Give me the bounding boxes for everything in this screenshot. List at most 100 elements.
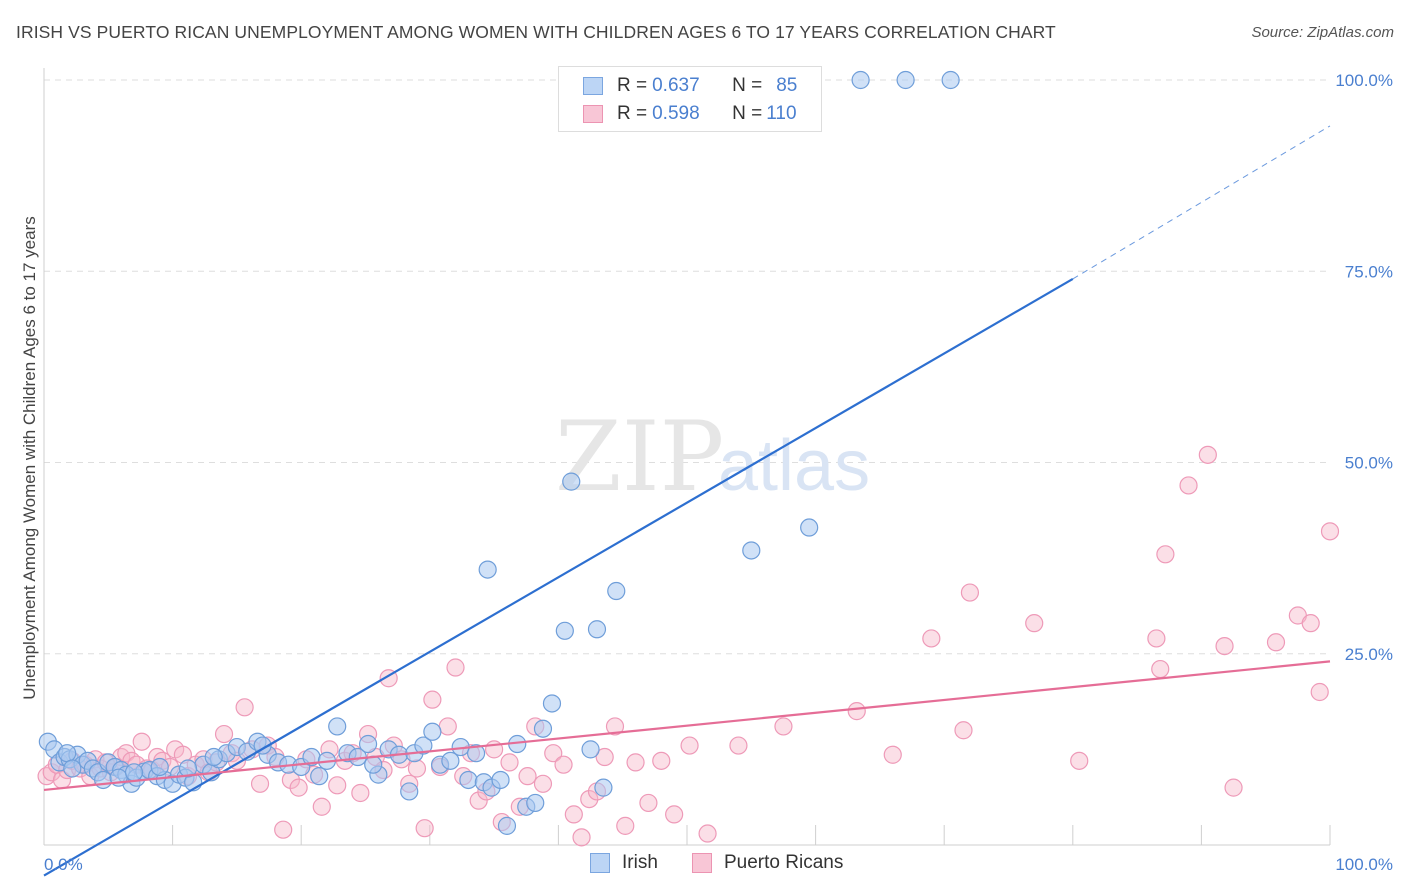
puerto-rican-point (1301, 614, 1320, 633)
irish-point (555, 621, 574, 640)
x-tick-label: 100.0% (1335, 855, 1393, 874)
puerto-rican-point (580, 789, 599, 809)
puerto-rican-point (235, 698, 254, 717)
y-tick-label: 100.0% (1335, 71, 1393, 90)
y-tick-label: 25.0% (1345, 645, 1393, 664)
irish-point (851, 70, 870, 90)
puerto-rican-point (954, 721, 973, 740)
legend: R = 0.637 N = 85 R = 0.598 N = 110 (558, 66, 822, 132)
puerto-rican-point (564, 805, 583, 824)
puerto-rican-point (312, 797, 331, 816)
irish-point (607, 581, 626, 601)
irish-point (594, 778, 613, 797)
irish-point (63, 759, 82, 778)
puerto-rican-point (960, 583, 980, 602)
puerto-rican-point (554, 755, 573, 774)
puerto-rican-point (680, 736, 699, 755)
puerto-rican-point (328, 776, 347, 795)
irish-point (204, 747, 223, 767)
axes (43, 68, 1331, 846)
irish-point (533, 719, 553, 738)
puerto-rican-point (1224, 778, 1243, 797)
puerto-rican-point (1198, 445, 1217, 464)
irish-point (581, 740, 600, 759)
irish-point (941, 70, 960, 90)
pr-trend-line (43, 660, 1331, 792)
irish-trend-line (43, 277, 1074, 877)
puerto-rican-point (698, 824, 717, 843)
irish-point (526, 793, 545, 813)
puerto-rican-point (1266, 633, 1286, 652)
irish-r-label: R = (617, 75, 648, 96)
puerto-rican-point (1070, 751, 1089, 770)
irish-point (253, 736, 272, 755)
puerto-rican-point (1179, 476, 1198, 495)
bottom-legend-irish: Irish (590, 852, 658, 874)
puerto-rican-point (438, 717, 457, 736)
irish-swatch (583, 77, 603, 95)
puerto-rican-point (922, 629, 941, 648)
puerto-rican-point (500, 753, 519, 772)
puerto-rican-point (774, 717, 793, 736)
puerto-rican-point (544, 744, 563, 763)
irish-point (358, 734, 378, 754)
puerto-rican-point (1151, 659, 1170, 679)
puerto-rican-point (652, 751, 671, 770)
puerto-rican-point (639, 793, 658, 813)
irish-n-label: N = (732, 75, 763, 96)
irish-point (478, 560, 497, 579)
pr-r-value: 0.598 (652, 103, 700, 124)
puerto-rican-point (469, 791, 488, 810)
irish-n-value: 85 (776, 75, 798, 96)
irish-point (400, 782, 419, 801)
puerto-rican-point (605, 717, 625, 736)
bottom-pr-label: Puerto Ricans (724, 852, 844, 873)
irish-point (414, 736, 433, 755)
irish-point (423, 722, 442, 741)
legend-row-irish: R = 0.637 N = 85 (583, 73, 797, 99)
irish-point (466, 744, 486, 763)
pr-n-label: N = (732, 103, 763, 124)
puerto-rican-point (289, 778, 308, 797)
puerto-rican-point (729, 736, 748, 755)
bottom-irish-swatch (590, 853, 610, 873)
irish-point (562, 472, 581, 491)
tick-labels: 25.0% 50.0% 75.0% 100.0% 0.0% 100.0% (44, 71, 1393, 874)
irish-point (124, 763, 144, 782)
irish-point (58, 744, 77, 763)
irish-point (587, 620, 607, 639)
puerto-rican-point (1320, 522, 1340, 541)
pr-r-label: R = (617, 103, 648, 124)
puerto-rican-point (1156, 545, 1175, 564)
chart-title: IRISH VS PUERTO RICAN UNEMPLOYMENT AMONG… (16, 22, 1056, 42)
puerto-rican-point (518, 767, 537, 786)
irish-point (742, 541, 761, 560)
puerto-rican-point (415, 819, 434, 838)
x-tick-label: 0.0% (44, 855, 83, 874)
irish-r-value: 0.637 (652, 75, 700, 96)
puerto-rican-point (533, 774, 553, 793)
y-tick-label: 50.0% (1345, 454, 1393, 473)
puerto-rican-point (572, 828, 591, 847)
puerto-rican-point (1215, 636, 1234, 656)
puerto-rican-point (250, 774, 270, 793)
watermark-zip: ZIP (555, 401, 724, 513)
irish-point (150, 757, 169, 777)
legend-row-pr: R = 0.598 N = 110 (583, 101, 797, 127)
irish-point (491, 770, 510, 790)
puerto-rican-point (132, 732, 151, 751)
irish-point (364, 755, 383, 774)
irish-point (328, 717, 347, 736)
irish-point (800, 518, 819, 537)
source-label: Source: ZipAtlas.com (1251, 24, 1394, 41)
irish-points (38, 70, 960, 835)
irish-trend-extension (1072, 125, 1331, 280)
bottom-legend: Irish Puerto Ricans (0, 852, 1406, 876)
puerto-rican-point (1310, 682, 1329, 702)
puerto-rican-point (351, 783, 370, 803)
puerto-rican-point (274, 820, 293, 839)
puerto-rican-point (616, 816, 635, 835)
y-axis-label: Unemployment Among Women with Children A… (20, 216, 39, 700)
puerto-rican-point (1025, 614, 1044, 633)
puerto-rican-point (595, 747, 614, 767)
